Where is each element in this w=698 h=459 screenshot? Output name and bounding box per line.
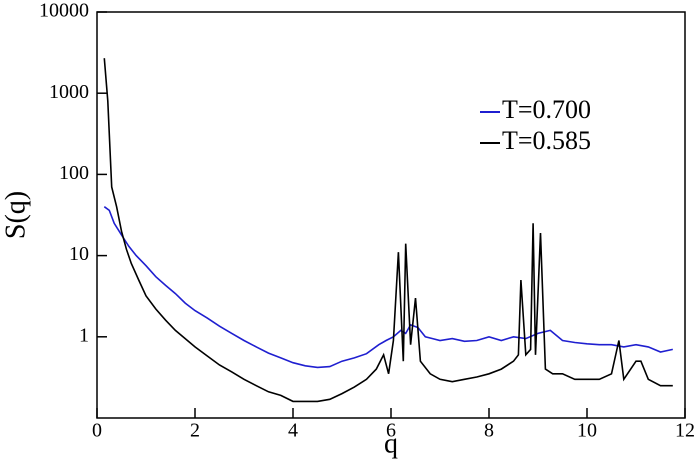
x-tick-label: 0 [92,420,102,442]
data-line [103,206,673,369]
x-tick-label: 10 [577,420,597,442]
legend-label: T=0.700 [502,95,591,124]
x-tick-label: 6 [386,420,396,442]
x-axis-label: q [384,428,398,459]
y-tick-label: 1 [79,324,89,346]
x-tick-label: 2 [190,420,200,442]
legend-label: T=0.585 [502,126,591,155]
x-tick-label: 8 [484,420,494,442]
y-tick-label: 10 [69,243,89,265]
x-tick-label: 12 [675,420,695,442]
x-tick-label: 4 [288,420,298,442]
y-tick-label: 100 [59,162,89,184]
data-line [103,58,673,403]
y-tick-label: 1000 [49,81,89,103]
y-tick-label: 10000 [39,0,89,22]
y-axis-label: S(q) [0,191,31,239]
